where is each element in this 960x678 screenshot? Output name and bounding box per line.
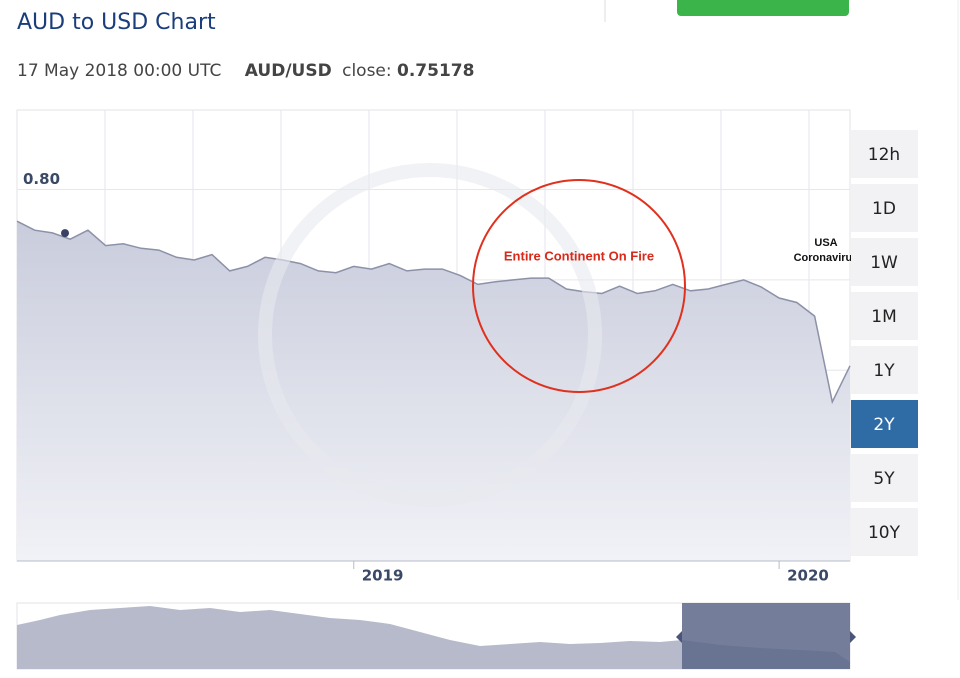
info-line: 17 May 2018 00:00 UTC AUD/USD close: 0.7… (17, 61, 474, 81)
annotation: USA (814, 237, 837, 249)
x-tick-label: 2020 (787, 567, 829, 585)
range-button[interactable] (851, 184, 918, 232)
hover-point (61, 229, 69, 238)
info-close-label: close: (342, 61, 392, 81)
range-button-label[interactable]: 1D (872, 199, 896, 219)
info-date: 17 May 2018 00:00 UTC (17, 61, 221, 81)
plot: 0.400.500.600.700.80 (16, 170, 851, 569)
range-buttons: 12h 1D 1W 1M 1Y 2Y 5Y 10Y (851, 130, 918, 556)
action-button[interactable] (677, 0, 849, 16)
range-button-label[interactable]: 5Y (873, 469, 895, 489)
range-button[interactable] (851, 238, 918, 286)
range-button-label[interactable]: 10Y (868, 523, 901, 543)
y-tick-label: 0.80 (23, 170, 60, 188)
range-button[interactable] (851, 454, 918, 502)
navigator (16, 602, 856, 670)
range-button-label[interactable]: 2Y (873, 415, 895, 435)
range-button-label[interactable]: 1M (871, 307, 896, 327)
range-button[interactable] (851, 508, 918, 556)
range-button[interactable] (851, 292, 918, 340)
page-title: AUD to USD Chart (17, 10, 216, 35)
range-button[interactable] (851, 400, 918, 448)
series-line (16, 220, 851, 405)
range-button-label[interactable]: 12h (868, 145, 900, 165)
range-button-label[interactable]: 1W (870, 253, 898, 273)
x-tick-label: 2019 (362, 567, 404, 585)
range-button[interactable] (851, 346, 918, 394)
annotation-circle (472, 179, 686, 393)
range-button-label[interactable]: 1Y (873, 361, 895, 381)
watermark (258, 163, 602, 507)
info-close-value: 0.75178 (397, 61, 474, 81)
annotation: Coronavirus (794, 252, 859, 264)
info-pair: AUD/USD (245, 61, 332, 81)
range-button[interactable] (851, 130, 918, 178)
annotation: Entire Continent On Fire (504, 248, 654, 263)
area-fill (17, 221, 850, 561)
